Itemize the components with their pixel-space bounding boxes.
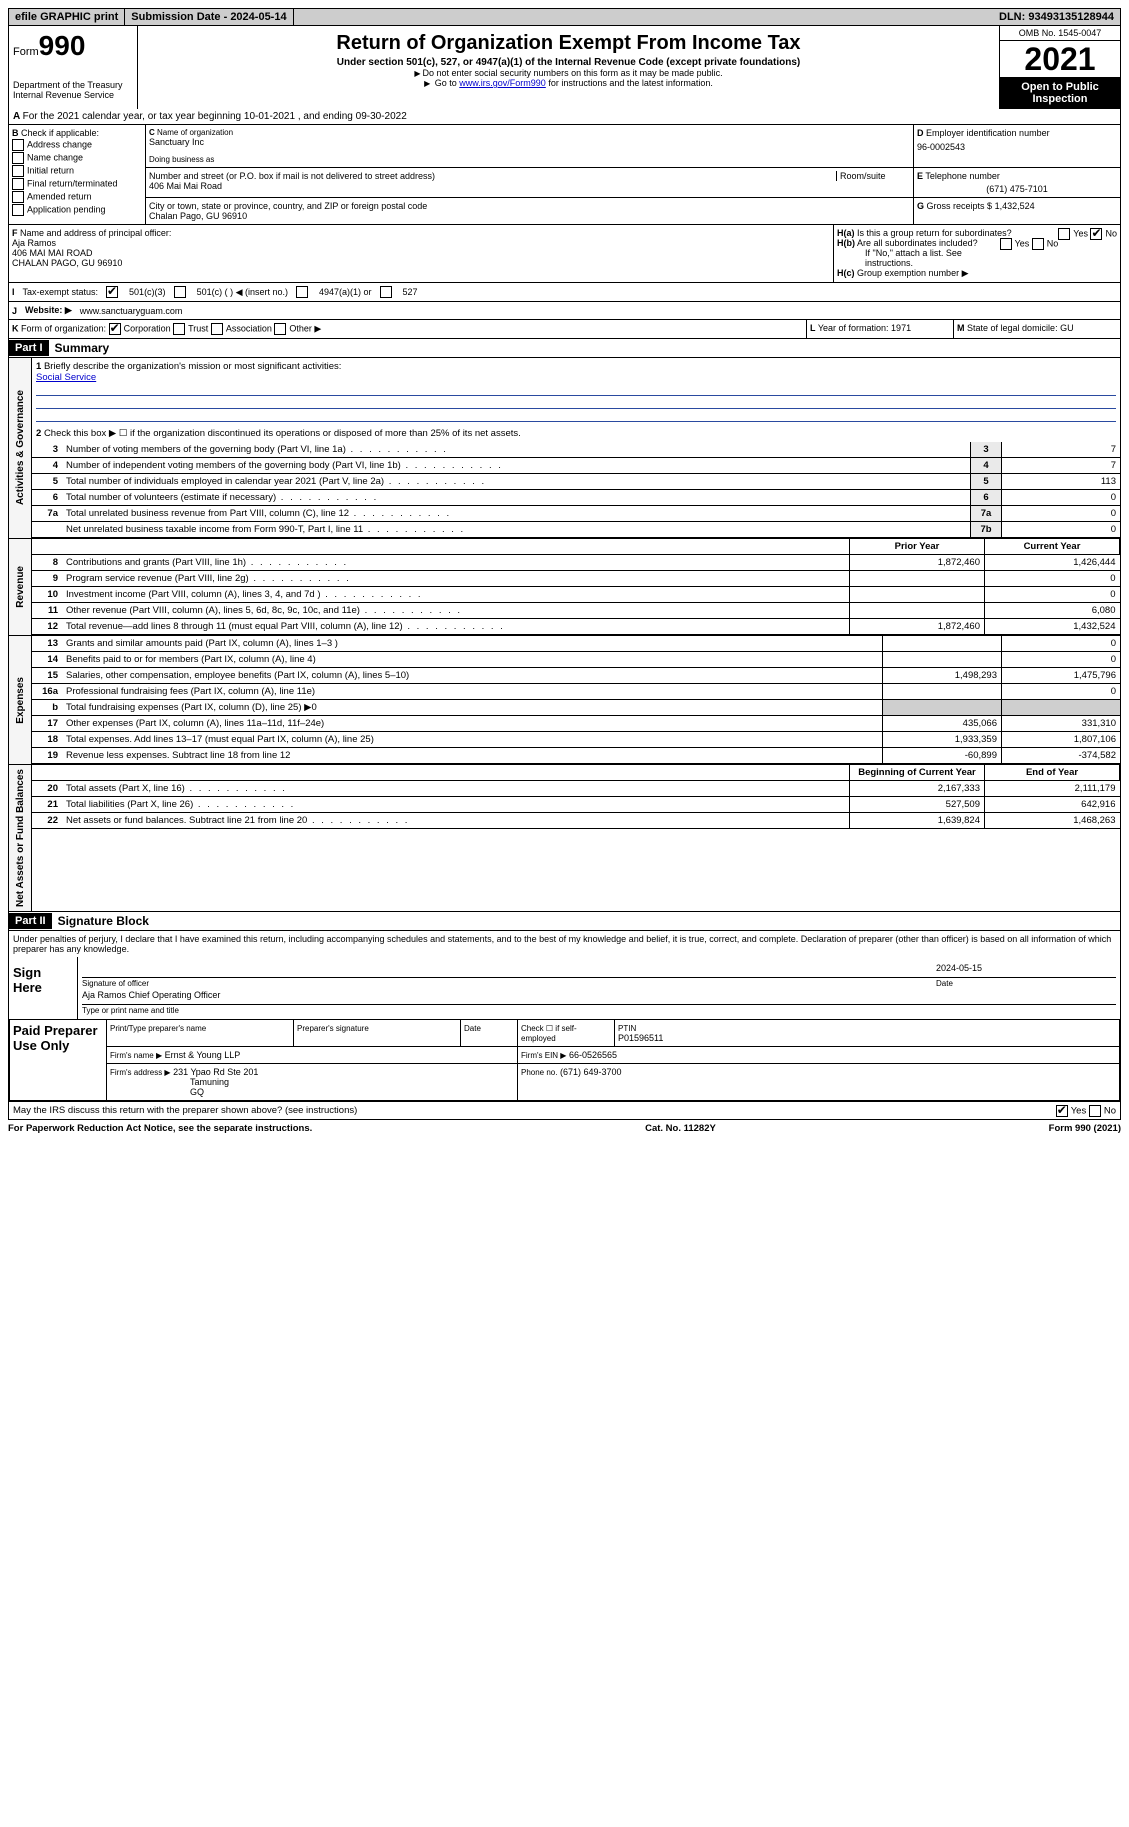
info-grid: B Check if applicable: Address change Na… xyxy=(8,125,1121,225)
officer-addr2: CHALAN PAGO, GU 96910 xyxy=(12,258,122,268)
cb-discuss-no[interactable] xyxy=(1089,1105,1101,1117)
governance-table: 3Number of voting members of the governi… xyxy=(32,442,1120,538)
form-subtitle: Under section 501(c), 527, or 4947(a)(1)… xyxy=(142,57,995,68)
mission-text[interactable]: Social Service xyxy=(36,372,96,383)
section-I: I Tax-exempt status: 501(c)(3) 501(c) ( … xyxy=(8,283,1121,302)
org-name-box: C Name of organization Sanctuary Inc Doi… xyxy=(146,125,913,167)
cb-name-change[interactable]: Name change xyxy=(12,152,142,164)
cb-hb-yes[interactable] xyxy=(1000,238,1012,250)
city-box: City or town, state or province, country… xyxy=(146,198,913,224)
part1-header: Part I Summary xyxy=(8,339,1121,358)
expenses-section: Expenses 13Grants and similar amounts pa… xyxy=(8,636,1121,765)
website: www.sanctuaryguam.com xyxy=(80,306,183,316)
cb-527[interactable] xyxy=(380,286,392,298)
ein-value: 96-0002543 xyxy=(917,142,1117,152)
submission-date: Submission Date - 2024-05-14 xyxy=(125,9,293,25)
section-A: A For the 2021 calendar year, or tax yea… xyxy=(8,109,1121,125)
ssn-warning: Do not enter social security numbers on … xyxy=(142,68,995,78)
side-expenses: Expenses xyxy=(13,673,28,728)
cb-initial-return[interactable]: Initial return xyxy=(12,165,142,177)
governance-section: Activities & Governance 1 Briefly descri… xyxy=(8,358,1121,539)
city-value: Chalan Pago, GU 96910 xyxy=(149,211,910,221)
form-header: Form990 Department of the Treasury Inter… xyxy=(8,26,1121,109)
cb-app-pending[interactable]: Application pending xyxy=(12,204,142,216)
revenue-section: Revenue Prior YearCurrent Year8Contribut… xyxy=(8,539,1121,636)
street-address: 406 Mai Mai Road xyxy=(149,181,910,191)
cb-discuss-yes[interactable] xyxy=(1056,1105,1068,1117)
header-center: Return of Organization Exempt From Incom… xyxy=(138,26,1000,109)
page-footer: For Paperwork Reduction Act Notice, see … xyxy=(8,1120,1121,1134)
paperwork-notice: For Paperwork Reduction Act Notice, see … xyxy=(8,1123,312,1134)
irs-link[interactable]: www.irs.gov/Form990 xyxy=(459,78,546,88)
form-number: 990 xyxy=(39,30,86,61)
topbar: efile GRAPHIC print Submission Date - 20… xyxy=(8,8,1121,26)
phone-value: (671) 475-7101 xyxy=(917,184,1117,194)
cb-hb-no[interactable] xyxy=(1032,238,1044,250)
tax-year: 2021 xyxy=(1000,41,1120,77)
cb-other[interactable] xyxy=(274,323,286,335)
form-footer: Form 990 (2021) xyxy=(1049,1123,1121,1134)
netassets-section: Net Assets or Fund Balances Beginning of… xyxy=(8,765,1121,912)
cb-assoc[interactable] xyxy=(211,323,223,335)
officer-addr1: 406 MAI MAI ROAD xyxy=(12,248,93,258)
section-CD: C Name of organization Sanctuary Inc Doi… xyxy=(146,125,1120,224)
phone-box: E Telephone number (671) 475-7101 xyxy=(913,168,1120,197)
form-label: Form xyxy=(13,46,39,58)
efile-label: efile GRAPHIC print xyxy=(9,9,125,25)
section-B: B Check if applicable: Address change Na… xyxy=(9,125,146,224)
header-right: OMB No. 1545-0047 2021 Open to Public In… xyxy=(1000,26,1120,109)
cb-corp[interactable] xyxy=(109,323,121,335)
form-id-box: Form990 Department of the Treasury Inter… xyxy=(9,26,138,109)
signature-block: Under penalties of perjury, I declare th… xyxy=(8,931,1121,1120)
dept-treasury: Department of the Treasury xyxy=(13,80,133,90)
firm-addr: 231 Ypao Rd Ste 201 xyxy=(173,1067,258,1077)
part2-header: Part II Signature Block xyxy=(8,912,1121,931)
legal-domicile: State of legal domicile: GU xyxy=(967,323,1074,333)
cb-501c3[interactable] xyxy=(106,286,118,298)
cb-ha-yes[interactable] xyxy=(1058,228,1070,240)
section-F: F Name and address of principal officer:… xyxy=(9,225,834,282)
section-H: H(a) Is this a group return for subordin… xyxy=(834,225,1120,282)
revenue-table: Prior YearCurrent Year8Contributions and… xyxy=(32,539,1120,635)
gross-receipts-box: G Gross receipts $ 1,432,524 xyxy=(913,198,1120,224)
form-title: Return of Organization Exempt From Incom… xyxy=(142,32,995,55)
firm-phone: (671) 649-3700 xyxy=(560,1067,622,1077)
side-revenue: Revenue xyxy=(13,562,28,612)
ein-box: D Employer identification number 96-0002… xyxy=(913,125,1120,167)
goto-line: Go to www.irs.gov/Form990 for instructio… xyxy=(142,78,995,88)
sign-here-label: Sign Here xyxy=(9,957,78,1019)
FH-row: F Name and address of principal officer:… xyxy=(8,225,1121,283)
firm-name: Ernst & Young LLP xyxy=(165,1050,241,1060)
cb-address-change[interactable]: Address change xyxy=(12,139,142,151)
cat-no: Cat. No. 11282Y xyxy=(645,1123,716,1134)
cb-final-return[interactable]: Final return/terminated xyxy=(12,178,142,190)
expenses-table: 13Grants and similar amounts paid (Part … xyxy=(32,636,1120,764)
dln: DLN: 93493135128944 xyxy=(993,9,1120,25)
perjury-text: Under penalties of perjury, I declare th… xyxy=(9,931,1120,957)
cb-4947[interactable] xyxy=(296,286,308,298)
side-governance: Activities & Governance xyxy=(13,386,28,509)
irs-label: Internal Revenue Service xyxy=(13,90,133,100)
org-name: Sanctuary Inc xyxy=(149,137,910,147)
side-netassets: Net Assets or Fund Balances xyxy=(13,765,28,911)
cb-amended[interactable]: Amended return xyxy=(12,191,142,203)
open-inspection: Open to Public Inspection xyxy=(1000,77,1120,109)
cb-trust[interactable] xyxy=(173,323,185,335)
netassets-table: Beginning of Current YearEnd of Year20To… xyxy=(32,765,1120,829)
section-J: J Website: ▶ www.sanctuaryguam.com xyxy=(8,302,1121,320)
gross-receipts: 1,432,524 xyxy=(995,201,1035,211)
year-formation: Year of formation: 1971 xyxy=(818,323,911,333)
paid-preparer-label: Paid Preparer Use Only xyxy=(10,1020,107,1101)
section-K: K Form of organization: Corporation Trus… xyxy=(8,320,1121,339)
street-box: Number and street (or P.O. box if mail i… xyxy=(146,168,913,197)
preparer-table: Paid Preparer Use Only Print/Type prepar… xyxy=(9,1019,1120,1101)
cb-ha-no[interactable] xyxy=(1090,228,1102,240)
firm-ein: 66-0526565 xyxy=(569,1050,617,1060)
officer-sig-name: Aja Ramos Chief Operating Officer xyxy=(82,990,1116,1004)
omb-number: OMB No. 1545-0047 xyxy=(1000,26,1120,41)
cb-501c[interactable] xyxy=(174,286,186,298)
officer-name: Aja Ramos xyxy=(12,238,56,248)
ptin: P01596511 xyxy=(618,1033,663,1043)
